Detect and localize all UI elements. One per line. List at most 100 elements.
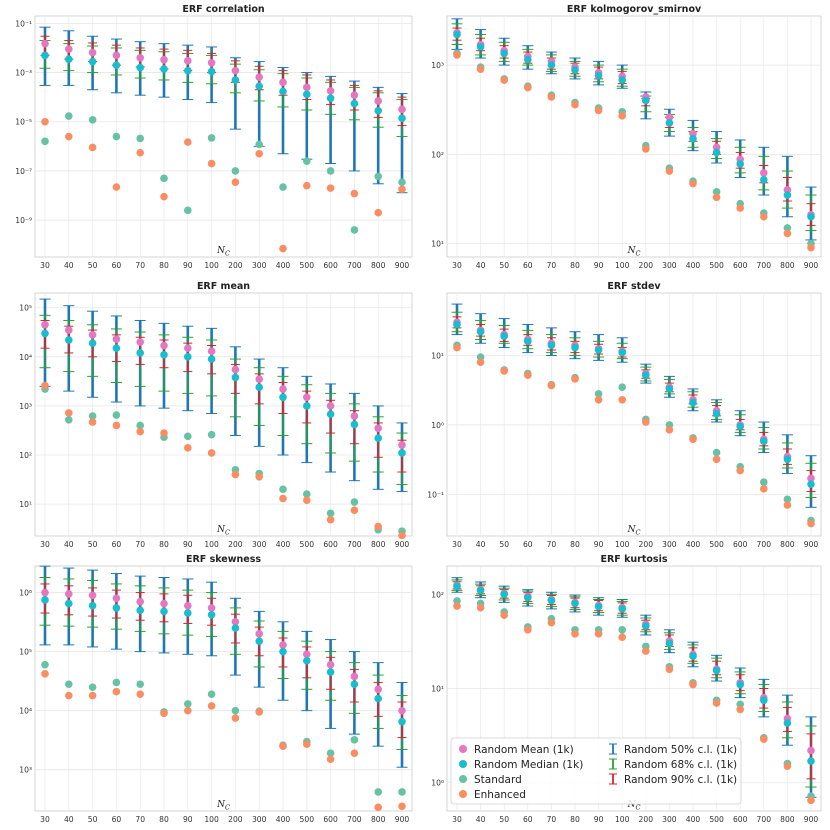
standard-point [65,416,73,424]
median-point [807,212,815,221]
enhanced-point [807,243,815,252]
standard-point [160,174,168,183]
enhanced-point [665,167,674,175]
median-point [760,437,768,446]
x-tick-label: 80 [159,261,169,270]
x-tick-label: 400 [276,261,291,270]
enhanced-point [350,189,359,198]
x-tick-label: 900 [395,261,410,270]
mean-point [88,48,97,57]
enhanced-point [689,179,697,188]
enhanced-point [760,485,768,493]
median-point [547,61,556,69]
standard-point [350,498,359,506]
x-tick-label: 200 [228,540,243,549]
standard-point [255,140,263,149]
standard-point [326,167,335,175]
enhanced-point [303,181,311,190]
enhanced-point [374,803,383,812]
median-point [65,55,73,63]
mean-point [88,591,97,600]
median-point [642,371,650,380]
plot-frame [34,292,413,537]
mean-point [184,344,192,352]
y-tick-label: 10³ [431,61,444,70]
x-tick-label: 100 [615,815,630,824]
x-tick-label: 600 [323,815,338,824]
plot-frame [34,565,413,812]
x-axis-label: NC [627,800,641,812]
enhanced-point [689,435,697,444]
standard-point [618,625,626,634]
x-tick-label: 90 [183,261,193,270]
mean-point [255,73,263,81]
mean-point [350,672,359,681]
median-point [160,65,168,73]
x-tick-label: 400 [686,815,701,824]
x-axis-label: NC [216,800,230,812]
mean-point [303,393,311,402]
median-point [136,63,144,72]
x-tick-label: 60 [112,261,122,270]
enhanced-point [594,396,603,404]
x-tick-label: 400 [276,540,291,549]
x-tick-label: 400 [686,261,701,270]
enhanced-point [571,375,579,383]
enhanced-point [112,421,121,430]
enhanced-point [736,466,744,475]
median-point [112,61,121,69]
median-point [65,336,73,344]
enhanced-point [279,494,287,503]
enhanced-point [374,522,383,531]
median-point [571,343,579,352]
x-tick-label: 100 [204,815,219,824]
y-tick-label: 10⁰ [431,779,444,788]
median-point [255,82,263,90]
mean-point [41,39,49,48]
standard-point [618,383,626,391]
x-tick-label: 60 [112,540,122,549]
median-point [374,106,383,115]
enhanced-point [807,519,815,528]
x-tick-label: 600 [323,261,338,270]
legend-label-ci90: Random 90% c.l. (1k) [624,774,737,786]
median-point [783,719,792,727]
median-point [783,191,792,199]
enhanced-point [326,755,335,764]
enhanced-point [760,212,768,221]
mean-point [350,91,359,100]
standard-point [231,706,240,715]
enhanced-point [476,603,485,612]
median-point [398,449,406,457]
mean-point [255,630,263,638]
x-tick-label: 800 [780,815,795,824]
enhanced-point [736,705,744,714]
enhanced-point [665,426,674,434]
mean-point [231,66,240,75]
x-tick-label: 30 [40,815,50,824]
enhanced-point [453,602,461,610]
enhanced-point [65,409,73,417]
x-tick-label: 70 [547,815,557,824]
standard-point [112,411,121,419]
median-point [279,393,287,402]
panel-title: ERF kurtosis [600,554,667,565]
x-tick-label: 70 [135,815,145,824]
median-point [665,639,674,648]
mean-point [326,87,335,95]
median-point [524,593,532,602]
x-tick-label: 700 [757,815,772,824]
plot-frame [34,15,413,258]
y-tick-label: 10³ [19,402,32,411]
standard-point [783,495,792,504]
median-point [41,329,49,338]
x-tick-label: 40 [476,815,486,824]
enhanced-point [736,204,744,212]
x-tick-label: 600 [733,540,748,549]
x-tick-label: 600 [733,815,748,824]
mean-point [160,599,168,608]
median-point [547,341,556,350]
median-point [689,398,697,407]
x-tick-label: 400 [276,815,291,824]
